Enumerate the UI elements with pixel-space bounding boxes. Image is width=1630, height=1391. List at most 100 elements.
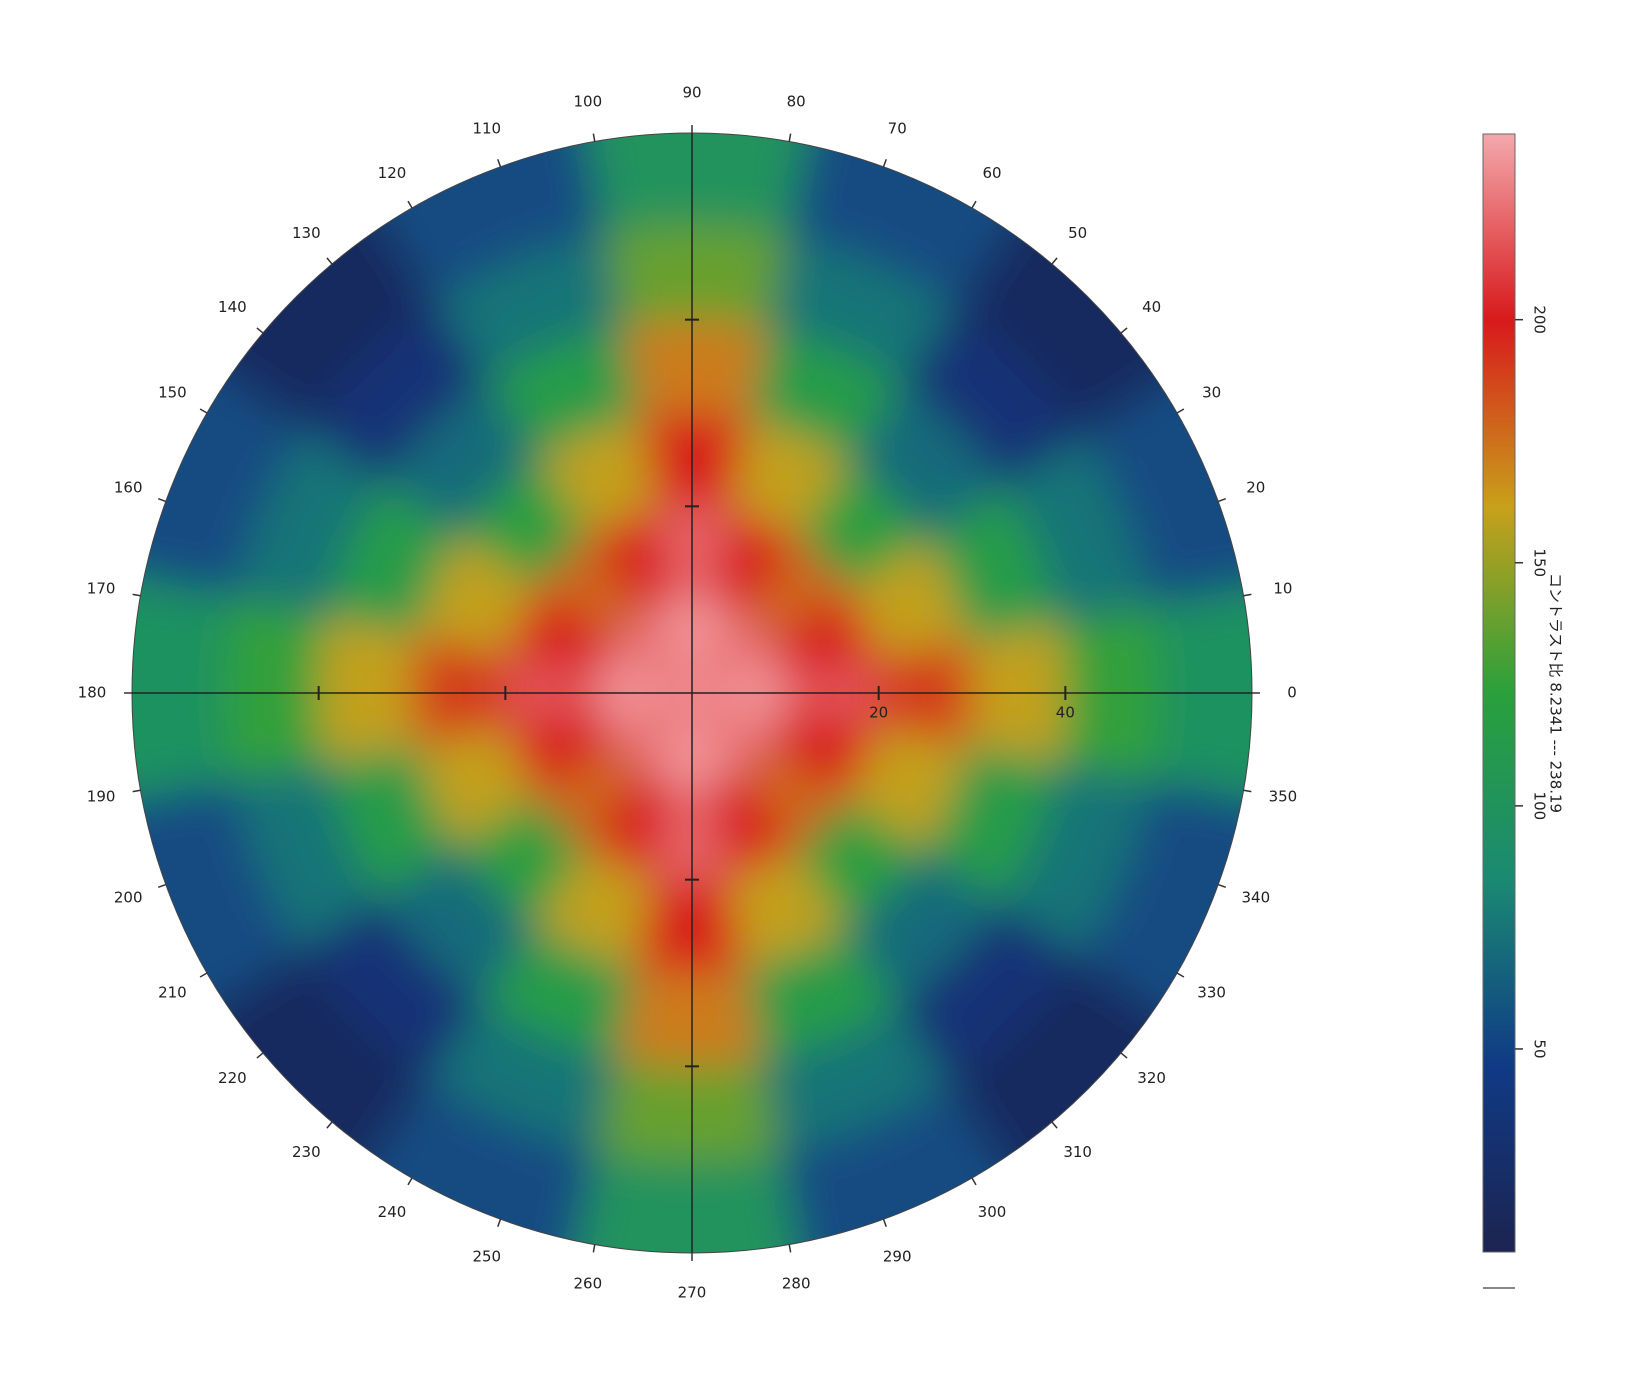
heat-cell <box>726 847 850 969</box>
heat-cell <box>846 727 968 851</box>
theta-tick <box>157 498 167 503</box>
theta-tick-label: 240 <box>378 1203 407 1221</box>
theta-tick <box>497 158 502 168</box>
theta-tick <box>132 789 141 793</box>
heat-cell <box>416 535 538 659</box>
theta-tick-label: 300 <box>978 1203 1007 1221</box>
theta-tick <box>788 1244 792 1253</box>
heat-cell <box>761 1001 955 1152</box>
heat-cell <box>416 727 538 851</box>
heat-cell <box>726 417 850 539</box>
theta-tick-label: 110 <box>472 120 501 138</box>
colorbar <box>1482 133 1516 1253</box>
theta-tick-label: 140 <box>218 298 247 316</box>
theta-tick <box>256 327 264 334</box>
heat-cell <box>325 745 461 904</box>
theta-tick <box>407 200 413 209</box>
colorbar-tick-label: 200 <box>1531 305 1549 334</box>
heat-cell <box>429 1001 623 1152</box>
heat-cell <box>233 430 384 624</box>
theta-tick-label: 200 <box>114 889 143 907</box>
theta-tick-label: 180 <box>78 684 107 702</box>
theta-tick <box>1176 972 1185 978</box>
heat-cell <box>923 745 1059 904</box>
theta-tick-label: 20 <box>1246 478 1265 496</box>
theta-tick-label: 220 <box>218 1069 247 1087</box>
theta-tick <box>882 1218 887 1228</box>
theta-tick-label: 290 <box>883 1247 912 1265</box>
heat-cell <box>639 601 692 693</box>
heat-cell <box>481 924 640 1060</box>
theta-tick-label: 60 <box>982 164 1001 182</box>
theta-tick-label: 170 <box>87 579 116 597</box>
theta-tick-label: 70 <box>888 120 907 138</box>
heat-cell <box>692 693 745 785</box>
theta-tick <box>592 1244 596 1253</box>
heat-cell <box>744 326 903 462</box>
theta-tick-label: 100 <box>573 93 602 111</box>
theta-tick <box>1176 408 1185 414</box>
heat-cell <box>1000 430 1151 624</box>
theta-tick-label: 150 <box>158 384 187 402</box>
theta-tick-label: 90 <box>682 84 701 102</box>
heat-cell <box>173 174 437 438</box>
theta-tick <box>1120 1052 1128 1059</box>
theta-tick <box>882 158 887 168</box>
heat-cell <box>769 710 876 799</box>
heat-cell <box>845 380 1005 540</box>
theta-tick-label: 270 <box>678 1284 707 1302</box>
heat-cell <box>692 614 771 693</box>
heat-cell <box>508 587 615 676</box>
theta-tick <box>1243 593 1252 597</box>
heat-cell <box>534 847 658 969</box>
theta-tick-label: 260 <box>573 1274 602 1292</box>
axes: 0 10 20 30 40 50 60 70 80 90 100 110 120 130 140 150 160… <box>78 84 1298 1302</box>
theta-tick <box>971 1177 977 1186</box>
theta-tick-label: 10 <box>1273 579 1292 597</box>
heat-cell <box>600 693 692 746</box>
theta-tick <box>971 200 977 209</box>
heat-cell <box>379 380 539 540</box>
theta-tick <box>157 883 167 888</box>
theta-tick <box>1120 327 1128 334</box>
theta-tick <box>1217 883 1227 888</box>
theta-tick <box>1051 257 1058 265</box>
heat-cell <box>692 693 771 772</box>
heat-cell <box>692 693 784 746</box>
heat-cell <box>769 587 876 676</box>
heat-cell <box>846 535 968 659</box>
theta-tick <box>132 593 141 597</box>
theta-tick <box>497 1218 502 1228</box>
heat-cell <box>845 846 1005 1006</box>
theta-tick-label: 130 <box>292 224 321 242</box>
theta-tick-label: 250 <box>472 1247 501 1265</box>
heat-cell <box>743 536 849 642</box>
theta-tick <box>1217 498 1227 503</box>
heat-cell <box>586 509 675 616</box>
theta-tick-label: 190 <box>87 788 116 806</box>
heat-cell <box>709 770 798 877</box>
heat-cell <box>301 897 488 1084</box>
colorbar-tick-label: 100 <box>1531 792 1549 821</box>
theta-tick-label: 230 <box>292 1143 321 1161</box>
theta-tick-label: 30 <box>1202 384 1221 402</box>
heat-cell <box>173 948 437 1212</box>
theta-tick <box>326 1121 333 1129</box>
theta-tick-label: 320 <box>1137 1069 1166 1087</box>
theta-tick <box>592 133 596 142</box>
heat-cell <box>233 762 384 956</box>
theta-tick-label: 160 <box>114 478 143 496</box>
heat-cell <box>613 614 692 693</box>
theta-tick-label: 0 <box>1287 684 1297 702</box>
theta-tick-label: 80 <box>787 93 806 111</box>
theta-tick <box>1051 1121 1058 1129</box>
heat-cell <box>535 744 641 850</box>
theta-tick-label: 40 <box>1142 298 1161 316</box>
heat-cell <box>379 846 539 1006</box>
heat-cell <box>481 326 640 462</box>
heat-cell <box>896 897 1083 1084</box>
theta-tick-label: 330 <box>1197 984 1226 1002</box>
heat-cell <box>508 710 615 799</box>
heat-cell <box>947 174 1211 438</box>
theta-tick <box>407 1177 413 1186</box>
